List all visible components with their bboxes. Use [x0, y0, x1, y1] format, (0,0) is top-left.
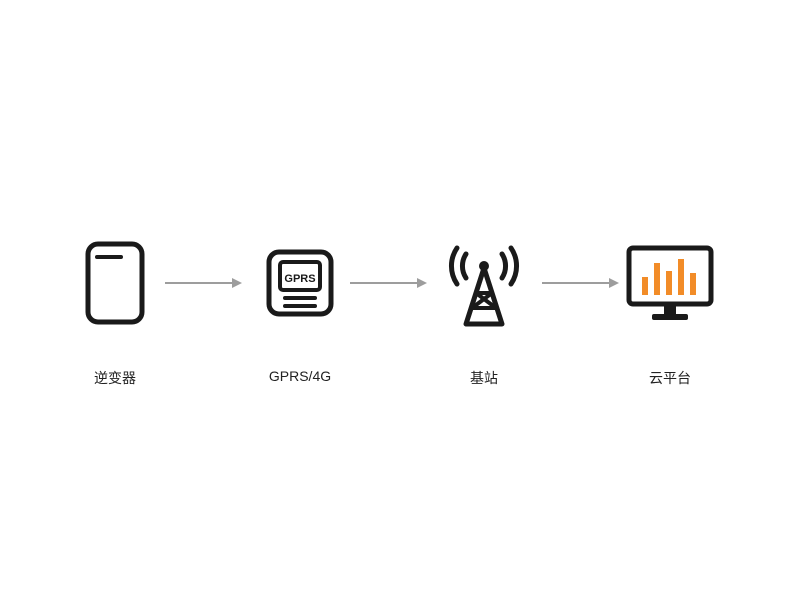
node-inverter: 逆变器 [55, 238, 175, 388]
arrow-3 [542, 278, 619, 288]
node-cloud-platform-label: 云平台 [649, 368, 691, 388]
node-inverter-label: 逆变器 [94, 368, 136, 388]
node-base-station-label: 基站 [470, 368, 498, 388]
flow-diagram: 逆变器 GPRS GPRS/4G [0, 0, 800, 600]
node-gprs4g: GPRS GPRS/4G [240, 238, 360, 384]
gprs-module-icon: GPRS [265, 238, 335, 328]
svg-text:GPRS: GPRS [284, 273, 315, 285]
tower-icon [436, 238, 532, 328]
arrow-1 [165, 278, 242, 288]
inverter-icon [85, 238, 145, 328]
monitor-icon [624, 238, 716, 328]
node-base-station: 基站 [424, 238, 544, 388]
node-gprs4g-label: GPRS/4G [269, 368, 331, 384]
node-cloud-platform: 云平台 [610, 238, 730, 388]
arrow-2 [350, 278, 427, 288]
